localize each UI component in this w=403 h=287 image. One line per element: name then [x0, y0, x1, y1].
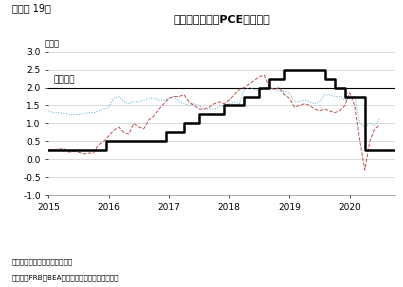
Text: （％）: （％） — [45, 40, 60, 49]
Text: （図表 19）: （図表 19） — [12, 3, 51, 13]
Text: 物価目標: 物価目標 — [53, 76, 75, 85]
Text: 政策金利およびPCE価格指数: 政策金利およびPCE価格指数 — [173, 14, 270, 24]
Text: （資料）FRB、BEAよりニッセイ基礎研究所作成: （資料）FRB、BEAよりニッセイ基礎研究所作成 — [12, 275, 120, 281]
Text: （注）政策金利はレンジの上限: （注）政策金利はレンジの上限 — [12, 259, 73, 265]
